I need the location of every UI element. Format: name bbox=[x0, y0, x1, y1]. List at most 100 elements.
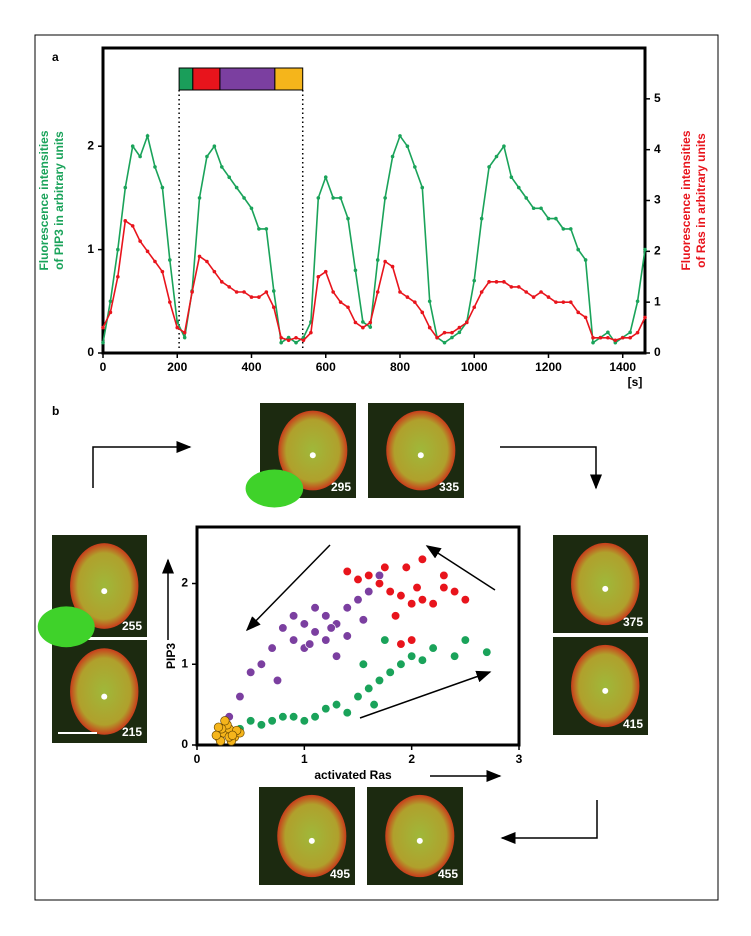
dot bbox=[602, 585, 609, 592]
data-point bbox=[219, 165, 224, 169]
data-point bbox=[182, 335, 187, 340]
data-point bbox=[101, 340, 105, 345]
x-tick-label: 800 bbox=[390, 360, 410, 374]
scatter-point bbox=[407, 651, 417, 661]
data-point bbox=[316, 196, 321, 200]
data-point bbox=[101, 325, 105, 330]
x-tick-label: 400 bbox=[241, 360, 261, 374]
y-tick-label: 0 bbox=[181, 737, 188, 751]
frame-label: 255 bbox=[122, 619, 142, 633]
scatter-point bbox=[353, 691, 363, 702]
data-point bbox=[635, 299, 640, 304]
data-point bbox=[123, 185, 128, 190]
data-point bbox=[479, 290, 484, 294]
data-point bbox=[257, 227, 261, 231]
data-point bbox=[138, 239, 142, 243]
data-point bbox=[219, 280, 224, 284]
scatter-point bbox=[342, 631, 352, 641]
data-point bbox=[509, 175, 514, 180]
data-point bbox=[205, 154, 209, 159]
frame-label: 375 bbox=[623, 615, 643, 629]
data-point bbox=[479, 216, 484, 221]
micrograph: 295 bbox=[245, 403, 356, 508]
data-point bbox=[606, 335, 610, 340]
cell bbox=[385, 794, 455, 878]
data-point bbox=[182, 330, 187, 335]
data-point bbox=[427, 299, 432, 304]
scatter-point bbox=[288, 712, 299, 722]
data-point bbox=[583, 315, 588, 320]
frame-label: 215 bbox=[122, 725, 142, 739]
scatter-point bbox=[428, 599, 438, 609]
data-point bbox=[576, 247, 580, 252]
data-point bbox=[286, 335, 291, 340]
data-point bbox=[509, 285, 514, 289]
data-point bbox=[249, 206, 254, 211]
data-point bbox=[197, 196, 202, 200]
dot bbox=[309, 452, 316, 459]
data-point bbox=[257, 295, 261, 299]
frame-label: 455 bbox=[438, 867, 458, 881]
data-point bbox=[405, 295, 410, 299]
data-point bbox=[212, 144, 217, 149]
scatter-point bbox=[460, 635, 470, 645]
scatter-point bbox=[374, 675, 385, 686]
cell bbox=[70, 648, 139, 735]
data-point bbox=[130, 144, 135, 149]
data-point bbox=[420, 185, 425, 190]
data-point bbox=[435, 335, 439, 340]
data-point bbox=[353, 320, 358, 325]
data-point bbox=[457, 325, 462, 330]
scatter-point bbox=[342, 708, 352, 718]
data-point bbox=[546, 216, 551, 221]
data-point bbox=[338, 196, 343, 200]
scatter-point bbox=[353, 574, 363, 585]
scatter-point bbox=[428, 643, 438, 653]
data-point bbox=[568, 227, 573, 231]
data-point bbox=[383, 259, 387, 264]
cell bbox=[277, 794, 347, 878]
x-tick-label: 3 bbox=[516, 752, 523, 766]
data-point bbox=[628, 330, 632, 335]
data-point bbox=[234, 185, 239, 190]
data-point bbox=[531, 295, 536, 299]
scatter-point bbox=[256, 720, 267, 730]
data-point bbox=[628, 335, 632, 340]
y-tick-label: 2 bbox=[87, 138, 94, 152]
scatter-point bbox=[396, 639, 406, 649]
data-point bbox=[331, 196, 335, 200]
data-point bbox=[242, 196, 246, 200]
neighbor-cell bbox=[245, 469, 304, 508]
scatter-point bbox=[439, 582, 449, 593]
data-point bbox=[635, 330, 640, 335]
data-point bbox=[375, 258, 380, 262]
y2-axis-label: Fluorescence intensities bbox=[679, 130, 693, 270]
data-point bbox=[643, 247, 647, 252]
scatter-point bbox=[417, 655, 428, 665]
micrograph: 255 bbox=[37, 535, 147, 648]
scatter-point bbox=[353, 595, 363, 605]
data-point bbox=[301, 338, 306, 343]
data-point bbox=[190, 290, 194, 294]
data-point bbox=[264, 227, 269, 231]
data-point bbox=[168, 258, 172, 262]
data-point bbox=[294, 340, 298, 345]
scatter-point bbox=[267, 643, 277, 653]
scatter-point bbox=[331, 651, 342, 661]
data-point bbox=[271, 289, 276, 293]
y2-axis-label: of Ras in arbitrary units bbox=[694, 133, 708, 268]
frame-label: 335 bbox=[439, 480, 459, 494]
micrograph: 495 bbox=[259, 787, 355, 885]
data-point bbox=[472, 278, 477, 283]
data-point bbox=[323, 175, 328, 180]
data-point bbox=[583, 258, 588, 262]
scatter-point bbox=[412, 582, 422, 593]
data-point bbox=[591, 340, 595, 345]
scatter-point bbox=[321, 635, 331, 645]
data-point bbox=[643, 315, 647, 320]
series-line bbox=[102, 133, 646, 345]
scatter-point bbox=[380, 562, 390, 573]
scatter-point bbox=[246, 667, 256, 677]
scatter-point bbox=[331, 699, 342, 710]
